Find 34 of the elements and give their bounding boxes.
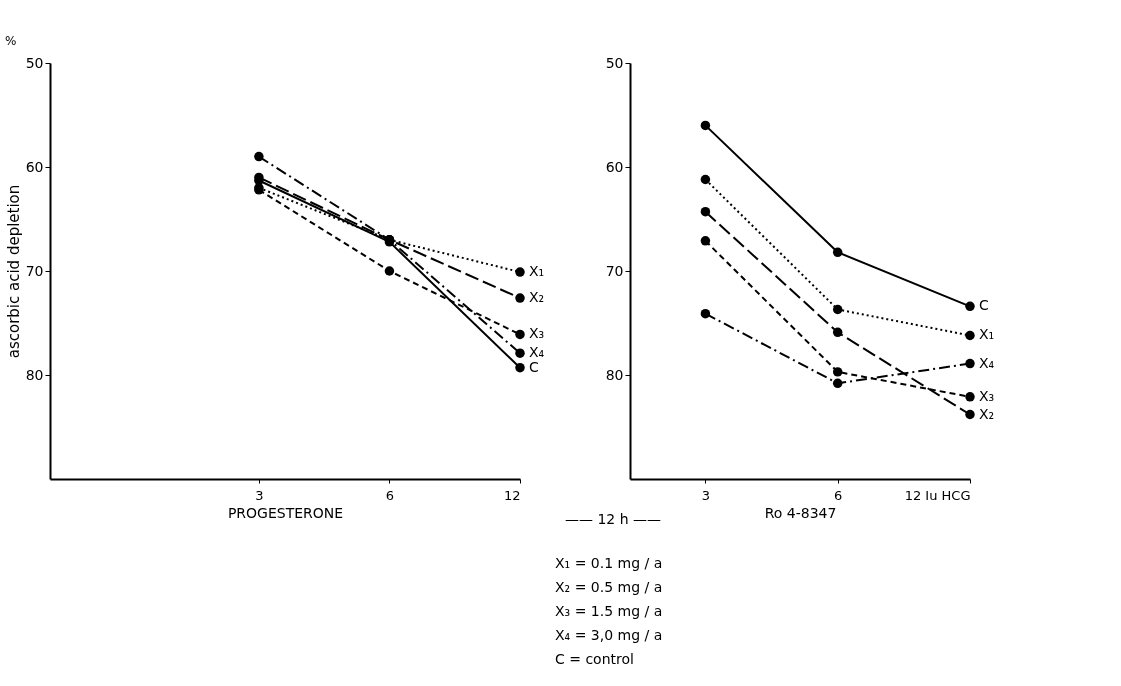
x-tick-label: 12 Iu HCG bbox=[904, 487, 971, 503]
x-tick-label: 6 bbox=[834, 487, 843, 503]
x-tick-label: 3 bbox=[255, 487, 264, 503]
x-tick-label: 6 bbox=[385, 487, 395, 503]
series-label: C bbox=[979, 297, 989, 314]
text: C = control bbox=[555, 651, 634, 667]
y-tick-label: 60 bbox=[605, 158, 624, 175]
text: X₃ = 1.5 mg / a bbox=[555, 603, 663, 619]
y-tick-label: 80 bbox=[25, 366, 44, 383]
y-tick-label: 50 bbox=[25, 54, 44, 71]
series-label: X₁ bbox=[979, 326, 995, 343]
y-tick-label: 80 bbox=[605, 366, 624, 383]
text: % bbox=[5, 34, 17, 48]
text: X₁ = 0.1 mg / a bbox=[555, 555, 663, 571]
y-axis-title: ascorbic acid depletion bbox=[4, 184, 23, 359]
series-label: X₃ bbox=[529, 325, 545, 342]
y-tick-label: 70 bbox=[605, 262, 624, 279]
x-tick-label: 12 bbox=[503, 487, 521, 503]
text: X₂ = 0.5 mg / a bbox=[555, 579, 663, 595]
y-tick-label: 50 bbox=[605, 54, 624, 71]
y-tick-label: 60 bbox=[25, 158, 44, 175]
x-axis-title: PROGESTERONE bbox=[227, 504, 344, 521]
x-tick-label: 3 bbox=[701, 487, 711, 503]
text: X₄ = 3,0 mg / a bbox=[555, 627, 663, 643]
series-label: X₁ bbox=[529, 263, 545, 280]
series-label: X₃ bbox=[979, 387, 995, 404]
series-label: X₂ bbox=[529, 289, 545, 306]
series-label: X₄ bbox=[529, 344, 545, 361]
text: —— 12 h —— bbox=[565, 511, 662, 527]
y-tick-label: 70 bbox=[25, 262, 44, 279]
series-label: X₄ bbox=[979, 354, 995, 371]
series-label: X₂ bbox=[979, 405, 995, 422]
x-axis-title: Ro 4-8347 bbox=[764, 504, 837, 521]
series-label: C bbox=[529, 358, 539, 375]
